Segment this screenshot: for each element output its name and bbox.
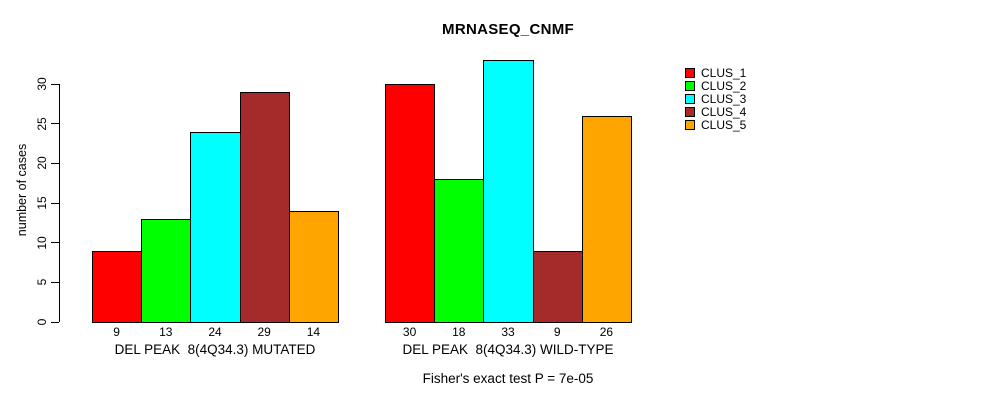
group-label-2: DEL PEAK 8(4Q34.3) WILD-TYPE [402,342,614,357]
bar-value-label: 30 [402,325,417,339]
y-axis-tick-label: 0 [35,318,49,326]
bar-value-label: 9 [553,325,561,339]
y-axis-tick-label: 20 [35,156,49,171]
bar-value-label: 29 [257,325,271,339]
legend-label: CLUS_4 [701,104,747,119]
bar-value-label: 13 [159,325,173,339]
bar-value-label: 18 [452,325,466,339]
legend-swatch-icon [685,119,695,130]
legend-label: CLUS_5 [701,117,747,132]
legend-swatch-icon [685,80,695,91]
legend-swatch-icon [685,106,695,117]
y-axis-tick [51,321,59,323]
legend-label: CLUS_2 [701,78,747,93]
bar-clus_2-group2 [434,179,485,323]
bar-value-label: 26 [599,325,614,339]
bar-value-label: 9 [113,325,120,339]
chart-title: MRNASEQ_CNMF [442,21,574,38]
legend-item-clus_2: CLUS_2 [685,78,747,93]
y-axis-line [59,84,60,322]
legend-swatch-icon [685,67,695,78]
bar-clus_5-group1 [288,210,339,323]
legend-item-clus_1: CLUS_1 [685,65,747,80]
legend-item-clus_4: CLUS_4 [685,104,747,119]
y-axis-tick-label: 25 [35,116,49,131]
y-axis-label: number of cases [15,143,29,237]
y-axis-tick [51,162,59,164]
legend-label: CLUS_1 [701,65,747,80]
bar-clus_1-group1 [92,250,143,323]
bar-clus_3-group1 [190,131,241,323]
fisher-test-annotation: Fisher's exact test P = 7e-05 [422,371,594,386]
bar-clus_4-group1 [239,91,290,323]
bar-clus_5-group2 [581,115,632,323]
legend: CLUS_1 CLUS_2 CLUS_3 CLUS_4 CLUS_5 [685,65,747,132]
bar-clus_1-group2 [385,84,436,323]
legend-label: CLUS_3 [701,91,747,106]
y-axis-tick [51,83,59,85]
y-axis-tick-label: 10 [35,235,49,250]
group-label-1: DEL PEAK 8(4Q34.3) MUTATED [114,342,316,357]
y-axis-tick [51,281,59,283]
y-axis-tick [51,242,59,244]
bar-clus_4-group2 [532,250,583,323]
bar-clus_2-group1 [141,218,192,323]
bar-value-label: 14 [306,325,321,339]
y-axis-tick [51,202,59,204]
y-axis-tick-label: 30 [35,77,49,91]
bar-clus_3-group2 [483,60,534,323]
legend-item-clus_5: CLUS_5 [685,117,747,132]
legend-item-clus_3: CLUS_3 [685,91,747,106]
legend-swatch-icon [685,93,695,104]
y-axis-tick-label: 15 [35,196,49,210]
bar-value-label: 33 [501,325,515,339]
bar-value-label: 24 [208,325,222,339]
y-axis-tick [51,123,59,125]
y-axis-tick-label: 5 [35,278,49,286]
